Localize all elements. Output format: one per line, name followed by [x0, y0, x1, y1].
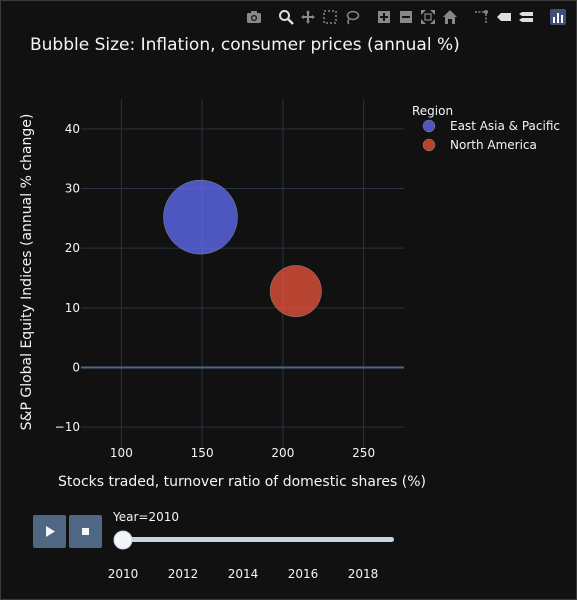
y-tick-label: 10	[65, 301, 80, 315]
hover-compare-button[interactable]	[515, 6, 537, 28]
hover-closest-button[interactable]	[493, 6, 515, 28]
stop-icon	[82, 528, 89, 535]
hover-compare-icon	[519, 12, 533, 22]
x-tick-label: 200	[271, 446, 294, 460]
legend-item[interactable]: East Asia & Pacific	[422, 119, 560, 133]
camera-icon	[247, 11, 261, 23]
play-button[interactable]	[33, 515, 66, 548]
spike-lines-icon	[475, 10, 488, 24]
autoscale-button[interactable]	[417, 6, 439, 28]
slider-year-label[interactable]: 2014	[228, 567, 259, 581]
y-axis-title: S&P Global Equity Indices (annual % chan…	[19, 114, 35, 431]
y-tick-label: 30	[65, 182, 80, 196]
plotly-logo-button[interactable]	[547, 6, 569, 28]
slider-year-label[interactable]: 2018	[348, 567, 379, 581]
legend-label: North America	[450, 138, 537, 152]
slider-year-label[interactable]: 2012	[168, 567, 199, 581]
zoom-in-icon	[378, 11, 390, 23]
legend: Region East Asia & Pacific North America	[412, 104, 560, 152]
x-tick-label: 100	[110, 446, 133, 460]
x-axis-title: Stocks traded, turnover ratio of domesti…	[58, 474, 426, 490]
y-tick-label: 0	[72, 361, 80, 375]
slider-rail[interactable]	[122, 537, 394, 542]
y-tick-label: −10	[55, 420, 80, 434]
bubbles	[163, 179, 322, 318]
legend-marker	[422, 138, 436, 152]
slider-year-label[interactable]: 2010	[108, 567, 139, 581]
lasso-button[interactable]	[341, 6, 363, 28]
pan-button[interactable]	[297, 6, 319, 28]
legend-title: Region	[412, 104, 453, 118]
plotly-logo-icon	[550, 9, 566, 25]
legend-item[interactable]: North America	[422, 138, 537, 152]
slider-year-label[interactable]: 2016	[288, 567, 319, 581]
spike-lines-button[interactable]	[471, 6, 493, 28]
slider-current-label: Year=2010	[112, 510, 179, 524]
bubble-north-america[interactable]	[269, 265, 322, 318]
hover-closest-icon	[497, 13, 511, 21]
autoscale-icon	[421, 10, 435, 24]
slider-year-labels: 2010 2012 2014 2016 2018	[108, 567, 379, 581]
grid-lines	[81, 99, 404, 457]
modebar	[243, 6, 569, 28]
home-icon	[443, 10, 457, 24]
zoom-icon	[279, 10, 294, 25]
legend-label: East Asia & Pacific	[450, 119, 560, 133]
home-button[interactable]	[439, 6, 461, 28]
lasso-icon	[346, 10, 360, 25]
box-select-button[interactable]	[319, 6, 341, 28]
zoom-button[interactable]	[275, 6, 297, 28]
bubble-east-asia-pacific[interactable]	[163, 179, 238, 255]
play-icon	[46, 526, 55, 537]
x-tick-label: 250	[352, 446, 375, 460]
box-select-icon	[323, 10, 337, 24]
zoom-in-button[interactable]	[373, 6, 395, 28]
zoom-out-button[interactable]	[395, 6, 417, 28]
y-tick-label: 40	[65, 122, 80, 136]
pan-icon	[301, 10, 315, 24]
pause-button[interactable]	[69, 515, 102, 548]
x-tick-labels: 100 150 200 250	[110, 446, 375, 460]
chart-title: Bubble Size: Inflation, consumer prices …	[30, 35, 460, 55]
slider-handle[interactable]	[113, 530, 133, 550]
animation-controls: Year=2010 2010 2012 2014 2016 2018	[33, 510, 394, 581]
zoom-out-icon	[400, 11, 412, 23]
x-tick-label: 150	[191, 446, 214, 460]
camera-button[interactable]	[243, 6, 265, 28]
y-tick-labels: −10 0 10 20 30 40	[55, 122, 80, 434]
legend-marker	[422, 119, 436, 133]
y-tick-label: 20	[65, 241, 80, 255]
